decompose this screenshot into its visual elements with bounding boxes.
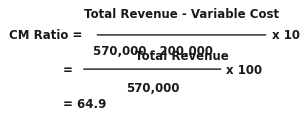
Text: Total Revenue: Total Revenue [135,49,228,62]
Text: Total Revenue - Variable Cost: Total Revenue - Variable Cost [84,8,279,21]
Text: 570,000: 570,000 [126,81,180,94]
Text: x 100: x 100 [226,63,262,76]
Text: = 64.9: = 64.9 [63,98,106,110]
Text: =: = [63,63,77,76]
Text: x 100: x 100 [272,29,300,42]
Text: 570,000 - 200,000: 570,000 - 200,000 [93,45,213,58]
Text: CM Ratio =: CM Ratio = [9,29,86,42]
